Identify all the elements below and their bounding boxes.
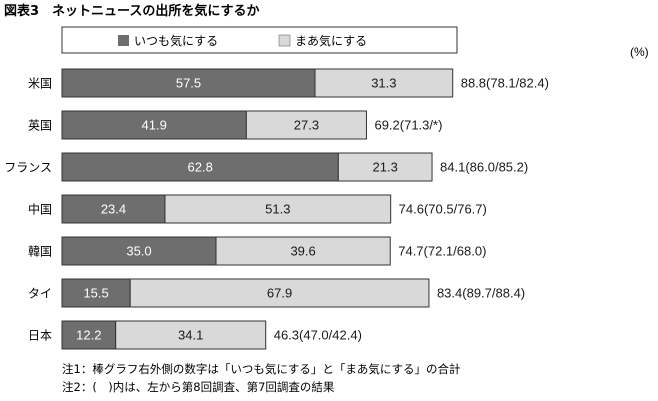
bar-area: 米国 57.5 31.3 88.8(78.1/82.4) 英国 41.9 27.3 69.2(…: [4, 68, 549, 350]
value-label-us-itsumo: 57.5: [176, 76, 201, 91]
total-label-japan: 46.3(47.0/42.4): [274, 328, 362, 343]
bar-thailand-itsumo: [61, 278, 131, 308]
value-label-china-itsumo: 23.4: [101, 202, 126, 217]
legend-swatch-itsumo: [118, 35, 129, 46]
bar-thailand-maa: [129, 278, 430, 308]
total-label-uk: 69.2(71.3/*): [374, 118, 442, 133]
category-label-uk: 英国: [28, 119, 52, 133]
bar-us-itsumo: [61, 68, 316, 98]
value-label-japan-maa: 34.1: [178, 328, 203, 343]
total-label-thailand: 83.4(89.7/88.4): [437, 286, 525, 301]
bar-china-itsumo: [61, 194, 166, 224]
bar-france-maa: [337, 152, 433, 182]
category-label-china: 中国: [28, 202, 52, 217]
category-label-japan: 日本: [28, 329, 52, 343]
bar-china-maa: [164, 194, 392, 224]
legend-swatch-maa: [278, 34, 291, 47]
total-label-france: 84.1(86.0/85.2): [440, 160, 528, 175]
bar-korea-maa: [215, 236, 391, 266]
value-label-korea-maa: 39.6: [290, 244, 315, 259]
bar-uk-maa: [245, 110, 367, 140]
total-label-us: 88.8(78.1/82.4): [461, 76, 549, 91]
category-label-france: フランス: [4, 161, 52, 175]
category-label-thailand: タイ: [28, 287, 52, 301]
value-label-thailand-maa: 67.9: [267, 286, 292, 301]
category-label-korea: 韓国: [28, 245, 52, 259]
chart-title: 図表3 ネットニュースの出所を気にするか: [4, 3, 260, 19]
value-label-uk-itsumo: 41.9: [142, 118, 167, 133]
value-label-france-itsumo: 62.8: [188, 160, 213, 175]
total-label-korea: 74.7(72.1/68.0): [398, 244, 486, 259]
value-label-japan-itsumo: 12.2: [76, 328, 101, 343]
value-label-korea-itsumo: 35.0: [126, 244, 151, 259]
note-1: 注1：棒グラフ右外側の数字は「いつも気にする」と「まあ気にする」の合計: [62, 362, 461, 376]
value-label-us-maa: 31.3: [371, 76, 396, 91]
bar-japan-itsumo: [61, 320, 117, 350]
bar-france-itsumo: [61, 152, 339, 182]
legend: いつも気にする まあ気にする: [61, 26, 458, 54]
total-label-china: 74.6(70.5/76.7): [399, 202, 487, 217]
value-label-china-maa: 51.3: [265, 202, 290, 217]
legend-label-itsumo: いつも気にする: [134, 33, 218, 48]
bar-us-maa: [314, 68, 454, 98]
value-label-france-maa: 21.3: [373, 160, 398, 175]
value-label-uk-maa: 27.3: [294, 118, 319, 133]
note-2: 注2：( )内は、左から第8回調査、第7回調査の結果: [62, 380, 335, 394]
legend-label-maa: まあ気にする: [295, 33, 367, 48]
bar-korea-itsumo: [61, 236, 217, 266]
category-label-us: 米国: [28, 77, 52, 91]
unit-label: (%): [630, 45, 649, 59]
value-label-thailand-itsumo: 15.5: [83, 286, 108, 301]
bar-japan-maa: [115, 320, 267, 350]
